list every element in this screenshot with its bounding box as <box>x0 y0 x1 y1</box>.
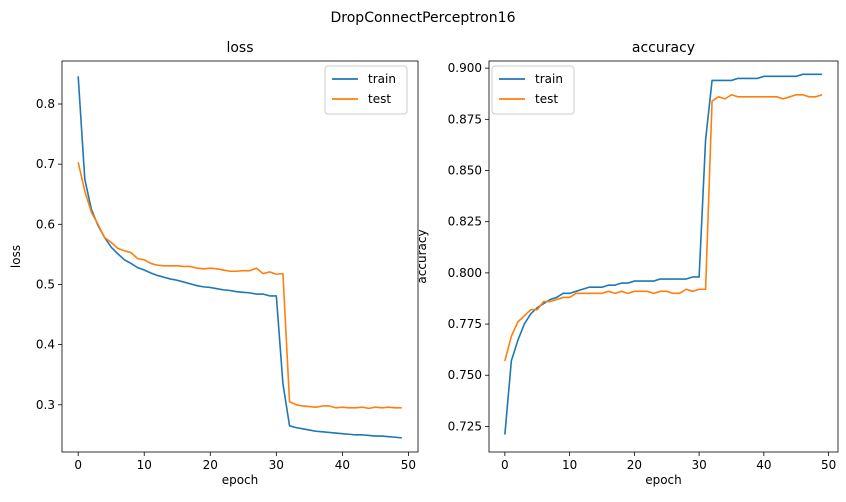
loss-legend: train test <box>324 65 408 115</box>
figure-title: DropConnectPerceptron16 <box>331 10 516 26</box>
loss-train-line <box>77 76 402 439</box>
accuracy-y-tick-label: 0.800 <box>448 266 482 280</box>
loss-x-tick-label: 50 <box>401 458 416 472</box>
loss-legend-test-label: test <box>368 92 391 106</box>
accuracy-y-tick-label: 0.875 <box>448 112 482 126</box>
accuracy-legend-train-label: train <box>535 72 563 86</box>
accuracy-x-axis-label: epoch <box>645 473 682 487</box>
accuracy-legend-test-label: test <box>535 92 558 106</box>
loss-y-tick-label: 0.6 <box>36 217 55 231</box>
accuracy-test-line <box>504 93 823 362</box>
loss-y-tick-label: 0.3 <box>36 398 55 412</box>
loss-y-tick-label: 0.4 <box>36 338 55 352</box>
loss-y-tick-label: 0.8 <box>36 97 55 111</box>
accuracy-title: accuracy <box>632 40 695 56</box>
accuracy-x-tick-label: 0 <box>501 458 509 472</box>
loss-axes-frame <box>61 60 419 453</box>
loss-y-tick-label: 0.5 <box>36 277 55 291</box>
loss-x-tick-label: 10 <box>137 458 152 472</box>
loss-x-tick-label: 0 <box>74 458 82 472</box>
accuracy-y-tick-label: 0.725 <box>448 419 482 433</box>
accuracy-y-tick-label: 0.775 <box>448 317 482 331</box>
loss-y-tick-label: 0.7 <box>36 157 55 171</box>
accuracy-x-tick-label: 30 <box>691 458 706 472</box>
loss-panel: loss 0 10 20 30 40 50 0.3 0.4 0.5 0.6 0.7 0.8 epoch lo… <box>9 40 419 487</box>
loss-x-tick-label: 30 <box>269 458 284 472</box>
accuracy-panel: accuracy 0 10 20 30 40 50 0.725 0.750 0.775 0.800 0… <box>415 40 839 487</box>
loss-y-axis-label: loss <box>9 245 23 268</box>
accuracy-legend-box <box>491 65 575 115</box>
accuracy-y-tick-label: 0.825 <box>448 215 482 229</box>
loss-legend-train-label: train <box>368 72 396 86</box>
accuracy-x-tick-label: 50 <box>821 458 836 472</box>
accuracy-y-axis-label: accuracy <box>415 229 429 283</box>
accuracy-x-tick-label: 40 <box>756 458 771 472</box>
accuracy-y-tick-label: 0.900 <box>448 61 482 75</box>
loss-title: loss <box>226 40 253 56</box>
accuracy-axes-frame <box>488 60 839 453</box>
accuracy-y-tick-label: 0.750 <box>448 368 482 382</box>
loss-legend-box <box>324 65 408 115</box>
accuracy-legend: train test <box>491 65 575 115</box>
accuracy-x-tick-label: 20 <box>627 458 642 472</box>
loss-x-tick-label: 40 <box>335 458 350 472</box>
accuracy-x-tick-label: 10 <box>562 458 577 472</box>
loss-test-line <box>77 162 402 410</box>
accuracy-y-tick-label: 0.850 <box>448 164 482 178</box>
loss-x-axis-label: epoch <box>222 473 259 487</box>
accuracy-train-line <box>504 73 823 435</box>
loss-x-tick-label: 20 <box>203 458 218 472</box>
